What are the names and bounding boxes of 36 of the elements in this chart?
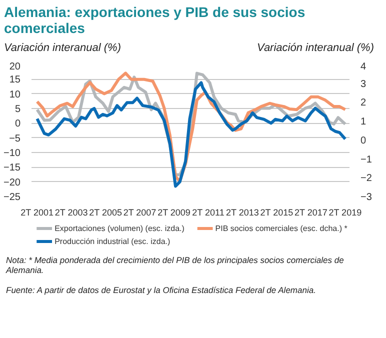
chart-title: Alemania: exportaciones y PIB de sus socios comerciales: [4, 4, 306, 36]
y-tick-label: −25: [4, 192, 21, 203]
x-tick-label: 2T 2009: [158, 207, 190, 218]
x-tick-label: 2T 2015: [260, 207, 294, 218]
x-tick-label: 2T 2001: [20, 207, 54, 218]
x-tick-label: 2T 2003: [54, 207, 88, 218]
x-tick-label: 2T 2017: [294, 207, 328, 218]
y2-axis-title: Variación interanual (%): [257, 41, 374, 56]
y2-tick-label: −2: [360, 172, 372, 184]
legend-label: PIB socios comerciales (esc. dcha.) *: [215, 224, 348, 233]
y2-tick-label: 3: [360, 78, 366, 90]
y-tick-label: 10: [9, 89, 21, 100]
y-tick-label: −10: [4, 148, 21, 159]
y-tick-label: −20: [4, 177, 21, 188]
legend-label: Producción industrial (esc. izda.): [54, 236, 171, 246]
y-tick-label: 15: [9, 74, 21, 86]
y2-tick-label: 4: [360, 61, 366, 72]
y-tick-label: −15: [4, 162, 21, 174]
y-tick-label: 5: [14, 104, 21, 115]
y2-tick-label: 2: [360, 97, 366, 108]
legend-label: Exportaciones (volumen) (esc. izda.): [54, 224, 185, 233]
x-tick-label: 2T 2013: [226, 207, 259, 218]
y-axis-title: Variación interanual (%): [4, 41, 121, 56]
x-tick-label: 2T 2007: [123, 207, 156, 218]
y-tick-label: −5: [9, 133, 21, 144]
x-tick-label: 2T 2019: [328, 207, 362, 218]
y-tick-label: 0: [14, 118, 21, 130]
text: Nota: * Media ponderada del crecimiento del PIB de los principales socios comerciales de Alemania.: [6, 254, 345, 275]
y2-tick-label: 1: [360, 116, 366, 128]
x-tick-label: 2T 2005: [89, 207, 122, 218]
y2-tick-label: 0: [360, 135, 366, 146]
y2-tick-label: −3: [360, 192, 372, 203]
y2-tick-label: −1: [360, 154, 372, 165]
source-note: Fuente: A partir de datos de Eurostat y la Oficina Estadística Federal de Alemania.: [6, 284, 316, 295]
y-tick-label: 20: [9, 61, 21, 72]
x-tick-label: 2T 2011: [192, 207, 224, 218]
